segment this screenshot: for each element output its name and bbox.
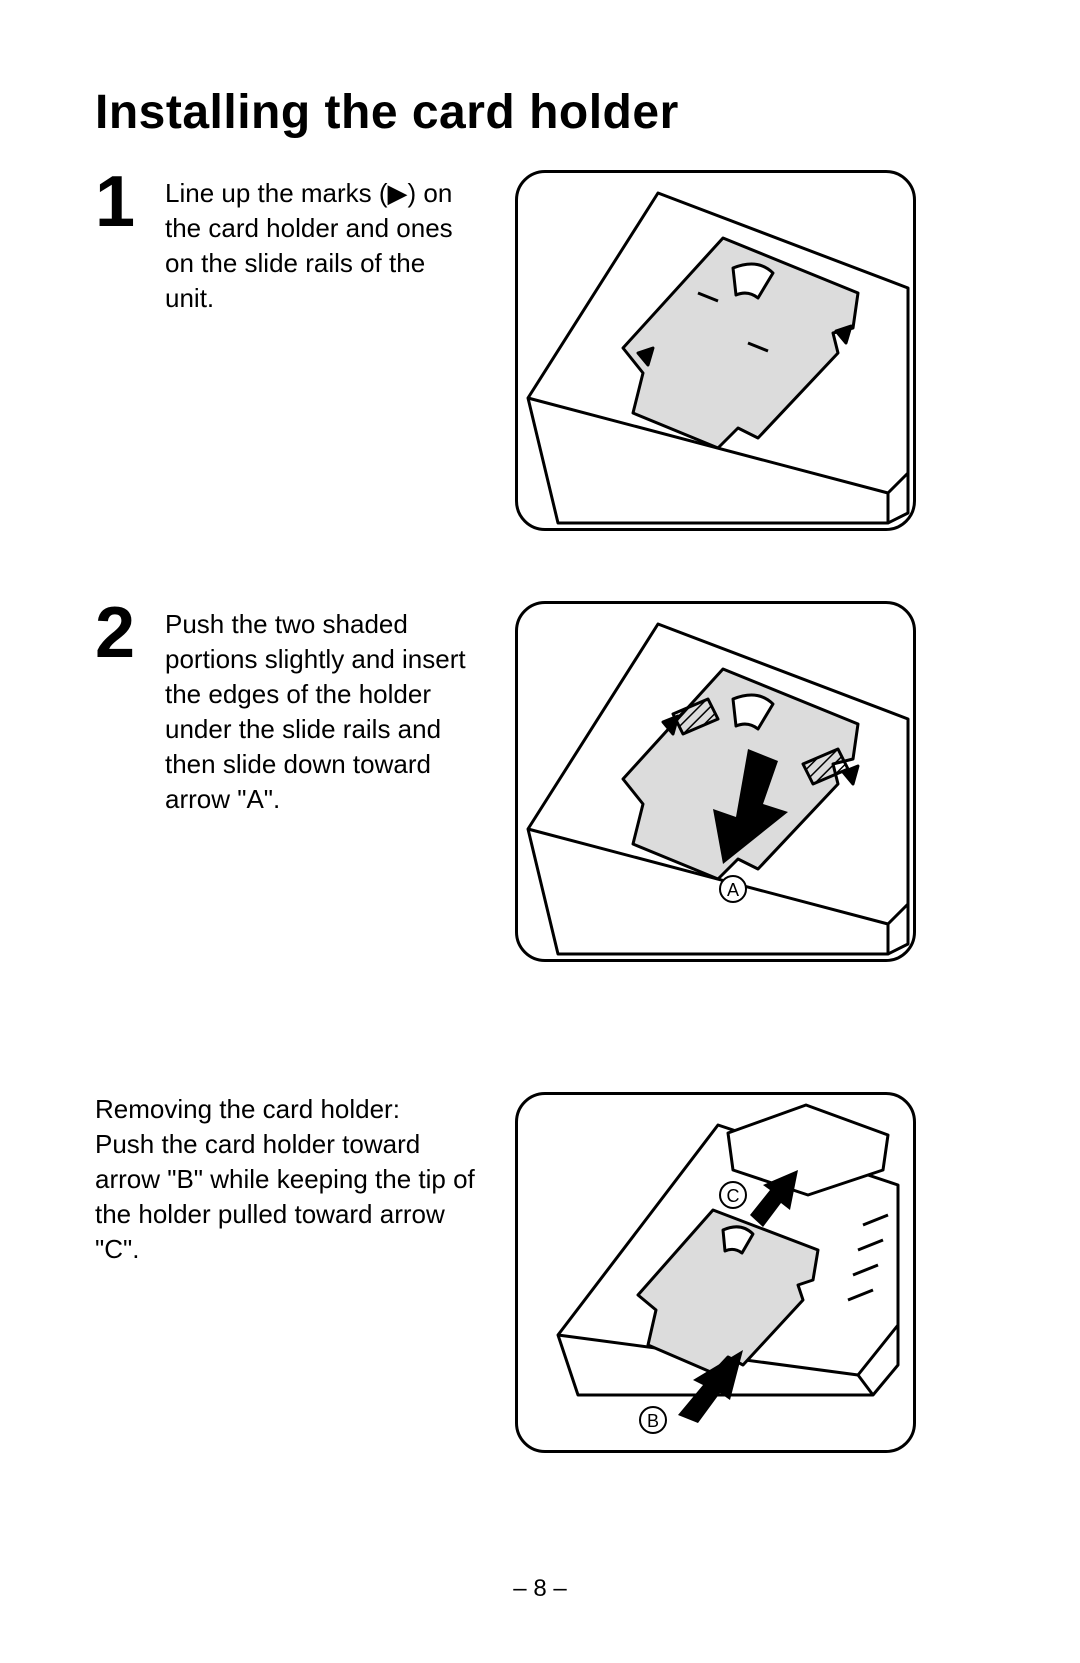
- page-number: – 8 –: [0, 1575, 1080, 1603]
- figure-2: A: [515, 601, 916, 962]
- figure-3-label-b: B: [647, 1411, 659, 1431]
- manual-page: Installing the card holder 1 Line up the…: [0, 0, 1080, 1663]
- step-2: 2 Push the two shaded portions slightly …: [95, 601, 985, 962]
- removal-heading: Removing the card holder:: [95, 1094, 400, 1124]
- figure-3-svg: C B: [518, 1095, 913, 1450]
- step-1-text: Line up the marks (▶) on the card holder…: [165, 170, 475, 316]
- page-title: Installing the card holder: [95, 85, 985, 140]
- figure-1-svg: [518, 173, 913, 528]
- step-2-text: Push the two shaded portions slightly an…: [165, 601, 475, 818]
- figure-3-label-c: C: [727, 1186, 740, 1206]
- step-2-number: 2: [95, 601, 165, 666]
- figure-1: [515, 170, 916, 531]
- figure-2-svg: A: [518, 604, 913, 959]
- figure-3: C B: [515, 1092, 916, 1453]
- figure-2-label-a: A: [727, 880, 739, 900]
- removal-body: Push the card holder toward arrow "B" wh…: [95, 1129, 475, 1264]
- step-1: 1 Line up the marks (▶) on the card hold…: [95, 170, 985, 531]
- step-1-number: 1: [95, 170, 165, 235]
- removal-text: Removing the card holder: Push the card …: [95, 1092, 475, 1267]
- removal-section: Removing the card holder: Push the card …: [95, 1092, 985, 1453]
